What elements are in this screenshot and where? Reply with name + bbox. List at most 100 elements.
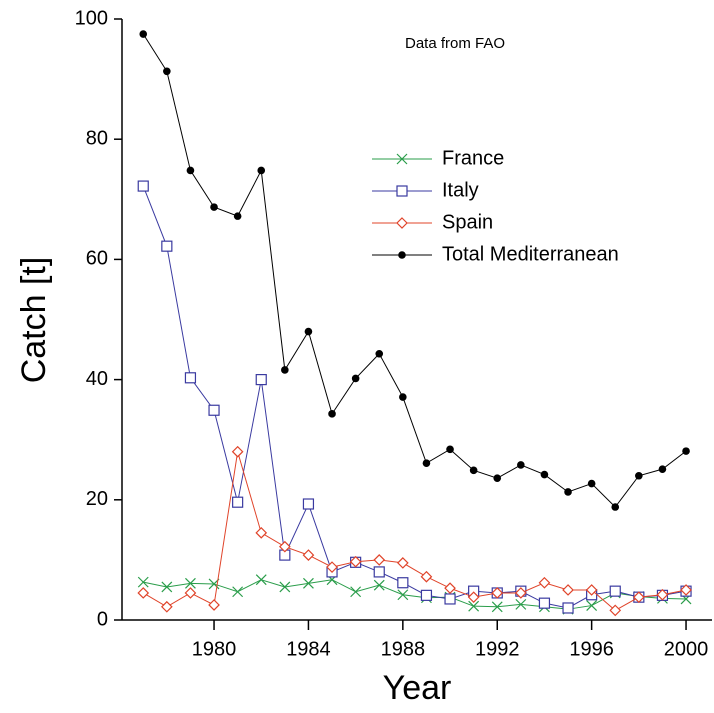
point — [160, 600, 173, 613]
point — [373, 579, 385, 591]
legend-marker — [396, 153, 408, 165]
legend-label: Italy — [442, 179, 479, 201]
point — [184, 372, 197, 384]
point — [540, 470, 549, 479]
point — [491, 587, 504, 599]
point — [208, 599, 220, 611]
point — [279, 581, 291, 593]
point — [587, 479, 596, 488]
point — [399, 393, 407, 401]
point — [185, 577, 196, 589]
point — [397, 589, 409, 601]
series-line — [143, 579, 687, 610]
point — [373, 554, 386, 566]
point — [232, 496, 244, 508]
point — [515, 598, 527, 610]
legend-marker — [396, 185, 408, 197]
x-tick-label: 1996 — [569, 638, 614, 660]
point — [491, 601, 503, 613]
point — [281, 366, 289, 374]
point — [444, 593, 456, 605]
point — [397, 577, 409, 589]
point — [375, 349, 384, 358]
point — [255, 574, 267, 586]
point — [139, 30, 148, 38]
point — [446, 445, 454, 454]
point — [396, 557, 409, 569]
x-tick-label: 1988 — [381, 638, 426, 660]
point — [231, 445, 244, 458]
point — [467, 591, 480, 604]
point — [514, 587, 527, 599]
point — [137, 576, 149, 588]
point — [186, 166, 195, 175]
point — [469, 466, 478, 475]
x-tick-label: 1984 — [286, 638, 331, 660]
point — [304, 327, 313, 336]
point — [635, 471, 643, 480]
annotation: Data from FAO — [405, 35, 505, 52]
point — [586, 600, 598, 612]
legend-label: Spain — [442, 211, 493, 233]
point — [232, 586, 244, 598]
point — [658, 465, 667, 473]
point — [562, 584, 574, 596]
y-tick-label: 40 — [86, 368, 108, 390]
point — [255, 527, 268, 539]
point — [303, 577, 314, 589]
point — [373, 566, 385, 578]
point — [538, 576, 551, 589]
legend-label: Total Mediterranean — [442, 243, 619, 265]
y-axis-label: Catch [t] — [15, 257, 53, 384]
point — [422, 459, 431, 467]
point — [210, 203, 218, 211]
point — [208, 404, 220, 416]
series-line — [142, 33, 687, 508]
legend-label: France — [442, 147, 504, 169]
x-axis-label: Year — [383, 669, 452, 707]
point — [278, 540, 291, 553]
point — [585, 584, 598, 596]
point — [161, 581, 173, 593]
legend-marker — [396, 217, 408, 229]
point — [161, 240, 173, 252]
point — [137, 587, 150, 599]
y-tick-label: 0 — [97, 608, 108, 630]
point — [444, 582, 456, 594]
series-line — [142, 451, 687, 611]
point — [632, 591, 645, 604]
x-tick-label: 1992 — [475, 638, 520, 660]
x-tick-label: 1980 — [192, 638, 237, 660]
point — [326, 561, 338, 573]
y-tick-label: 100 — [75, 7, 108, 29]
point — [680, 584, 692, 596]
point — [564, 488, 572, 496]
legend-marker — [398, 251, 406, 259]
point — [611, 503, 620, 511]
point — [562, 602, 574, 614]
point — [468, 600, 480, 612]
y-tick-label: 20 — [86, 488, 108, 510]
point — [255, 374, 267, 386]
point — [302, 549, 315, 561]
point — [420, 570, 433, 583]
point — [163, 67, 171, 76]
point — [609, 604, 622, 617]
point — [184, 587, 197, 599]
point — [302, 498, 315, 510]
point — [350, 586, 362, 598]
point — [328, 410, 336, 418]
point — [137, 180, 149, 192]
y-tick-label: 60 — [86, 248, 108, 270]
point — [351, 374, 360, 383]
x-tick-label: 2000 — [664, 638, 709, 660]
point — [233, 212, 242, 220]
point — [609, 585, 621, 597]
point — [517, 461, 525, 469]
point — [420, 589, 433, 601]
point — [538, 597, 551, 609]
point — [349, 555, 362, 568]
point — [656, 588, 669, 601]
point — [257, 166, 266, 175]
